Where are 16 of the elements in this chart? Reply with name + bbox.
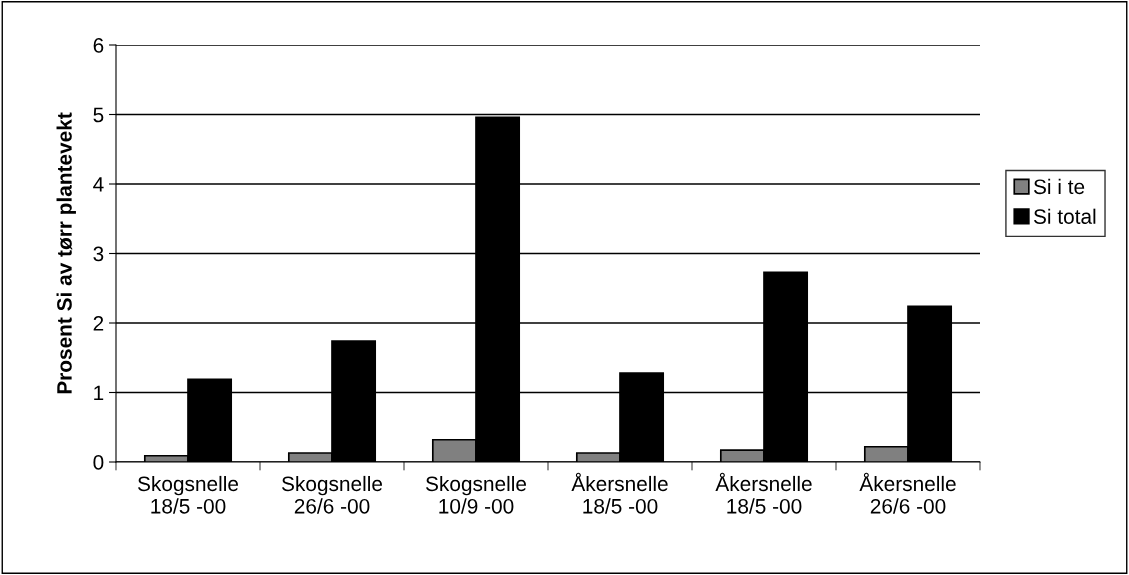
y-axis-title: Prosent Si av tørr plantevekt [56, 112, 76, 394]
x-tick-label: Åkersnelle 18/5 -00 [571, 472, 668, 514]
y-tick-label: 2 [93, 316, 104, 331]
y-tick-label: 3 [93, 246, 104, 262]
x-tick-label: Skogsnelle 18/5 -00 [137, 475, 239, 514]
y-tick-label: 4 [93, 177, 104, 192]
legend-label: Si total [1033, 208, 1096, 224]
y-tick-label: 5 [93, 107, 104, 123]
x-tick-label: Skogsnelle 10/9 -00 [425, 475, 527, 514]
x-tick-label: Åkersnelle 18/5 -00 [715, 472, 812, 514]
x-tick-label: Åkersnelle 26/6 -00 [859, 472, 956, 514]
x-tick-label: Skogsnelle 26/6 -00 [281, 475, 383, 514]
y-tick-label: 6 [93, 38, 104, 53]
y-tick-label: 1 [94, 385, 104, 401]
y-tick-label: 0 [93, 455, 104, 470]
legend-label: Si i te [1033, 178, 1085, 195]
